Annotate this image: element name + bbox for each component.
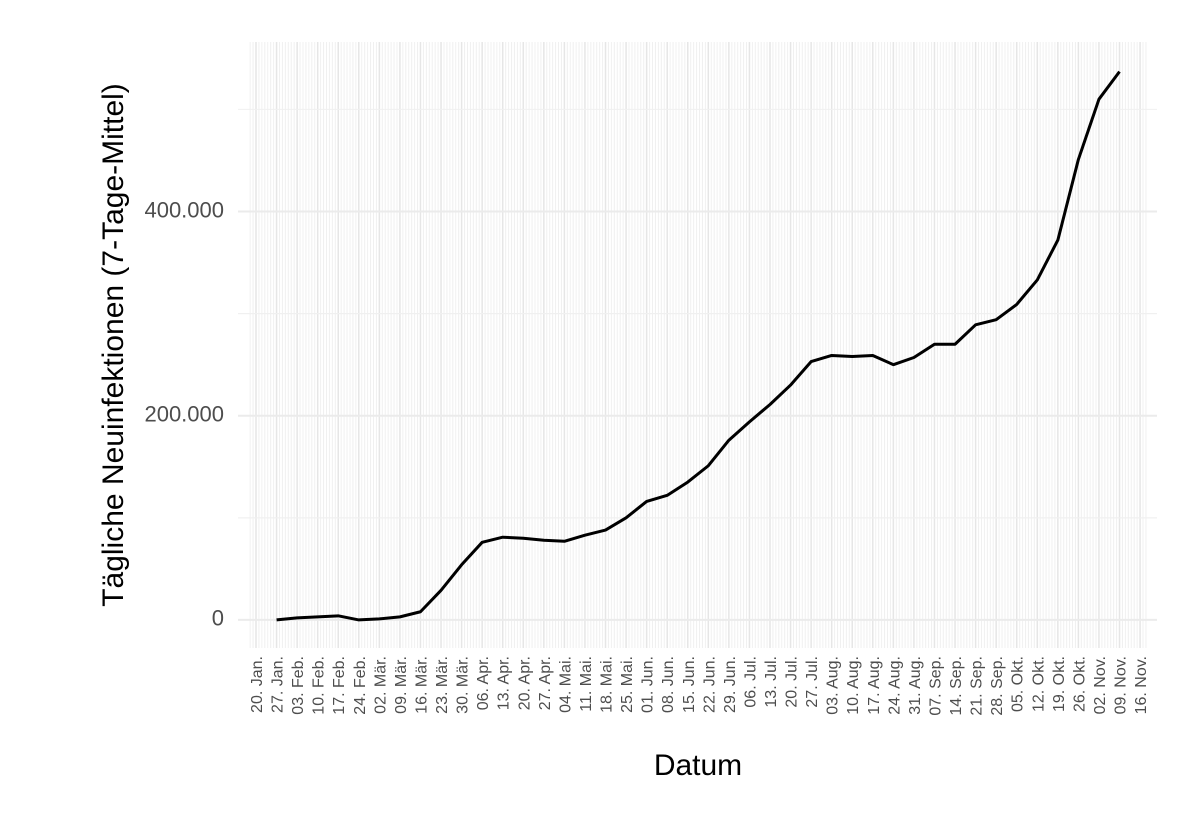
x-tick-label: 20. Apr. <box>516 656 533 710</box>
x-tick-label: 22. Jun. <box>701 656 718 713</box>
x-tick-label: 20. Jan. <box>249 656 266 713</box>
y-tick-label: 200.000 <box>144 402 224 427</box>
x-tick-label: 09. Nov. <box>1113 656 1130 714</box>
x-tick-label: 16. Mär. <box>413 656 430 714</box>
x-tick-label: 15. Jun. <box>681 656 698 713</box>
x-tick-label: 18. Mai. <box>599 656 616 713</box>
x-tick-label: 30. Mär. <box>455 656 472 714</box>
x-tick-label: 03. Aug. <box>825 656 842 715</box>
plot-panel <box>238 42 1157 648</box>
x-tick-label: 07. Sep. <box>927 656 944 716</box>
x-tick-label: 06. Apr. <box>475 656 492 710</box>
x-tick-label: 26. Okt. <box>1071 656 1088 712</box>
x-tick-label: 13. Jul. <box>763 656 780 708</box>
x-tick-label: 14. Sep. <box>948 656 965 716</box>
x-tick-label: 25. Mai. <box>619 656 636 713</box>
x-tick-label: 29. Jun. <box>722 656 739 713</box>
y-tick-label: 0 <box>212 606 224 631</box>
x-tick-label: 23. Mär. <box>434 656 451 714</box>
data-line <box>276 70 1121 622</box>
x-tick-label: 20. Jul. <box>784 656 801 708</box>
y-axis-title: Tägliche Neuinfektionen (7-Tage-Mittel) <box>97 83 130 607</box>
x-tick-label: 28. Sep. <box>989 656 1006 716</box>
x-tick-label: 12. Okt. <box>1030 656 1047 712</box>
x-tick-label: 24. Aug. <box>886 656 903 715</box>
x-tick-label: 02. Mär. <box>372 656 389 714</box>
x-tick-label: 06. Jul. <box>742 656 759 708</box>
x-tick-label: 27. Apr. <box>537 656 554 710</box>
x-tick-label: 24. Feb. <box>352 656 369 715</box>
x-tick-label: 01. Jun. <box>640 656 657 713</box>
x-tick-label: 21. Sep. <box>969 656 986 716</box>
x-axis-title: Datum <box>654 749 742 782</box>
x-tick-label: 13. Apr. <box>496 656 513 710</box>
x-tick-label: 31. Aug. <box>907 656 924 715</box>
y-tick-label: 400.000 <box>144 197 224 222</box>
x-tick-label: 27. Jul. <box>804 656 821 708</box>
x-tick-label: 10. Feb. <box>311 656 328 715</box>
x-tick-label: 08. Jun. <box>660 656 677 713</box>
x-tick-label: 16. Nov. <box>1133 656 1150 714</box>
x-tick-label: 11. Mai. <box>578 656 595 712</box>
x-tick-label: 04. Mai. <box>557 656 574 713</box>
x-tick-label: 09. Mär. <box>393 656 410 714</box>
x-tick-label: 10. Aug. <box>845 656 862 715</box>
x-tick-label: 03. Feb. <box>290 656 307 715</box>
x-tick-label: 17. Feb. <box>331 656 348 715</box>
x-tick-label: 17. Aug. <box>866 656 883 715</box>
x-tick-label: 05. Okt. <box>1010 656 1027 712</box>
x-tick-label: 27. Jan. <box>270 656 287 713</box>
x-tick-label: 02. Nov. <box>1092 656 1109 714</box>
x-tick-label: 19. Okt. <box>1051 656 1068 712</box>
